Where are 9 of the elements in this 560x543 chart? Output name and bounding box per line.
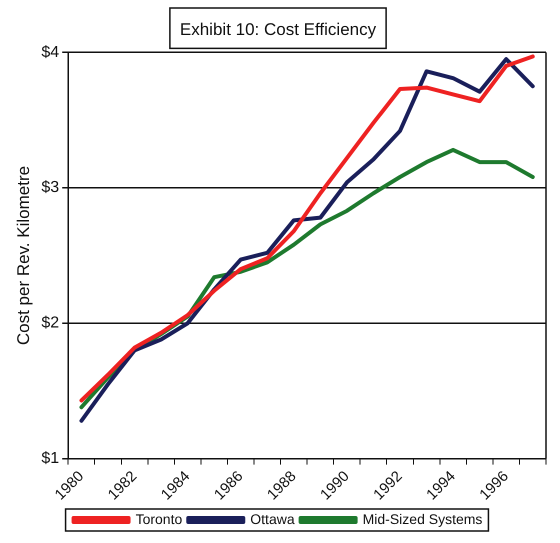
y-tick-label: $4 (41, 44, 60, 61)
legend-label: Ottawa (250, 510, 295, 527)
y-tick-label: $3 (41, 179, 60, 196)
legend-label: Mid-Sized Systems (362, 510, 482, 527)
y-tick-label: $2 (41, 314, 60, 332)
y-axis-title: Cost per Rev. Kilometre (14, 166, 33, 346)
chart-title: Exhibit 10: Cost Efficiency (180, 20, 377, 39)
y-tick-label: $1 (41, 450, 60, 468)
legend-label: Toronto (136, 510, 182, 527)
